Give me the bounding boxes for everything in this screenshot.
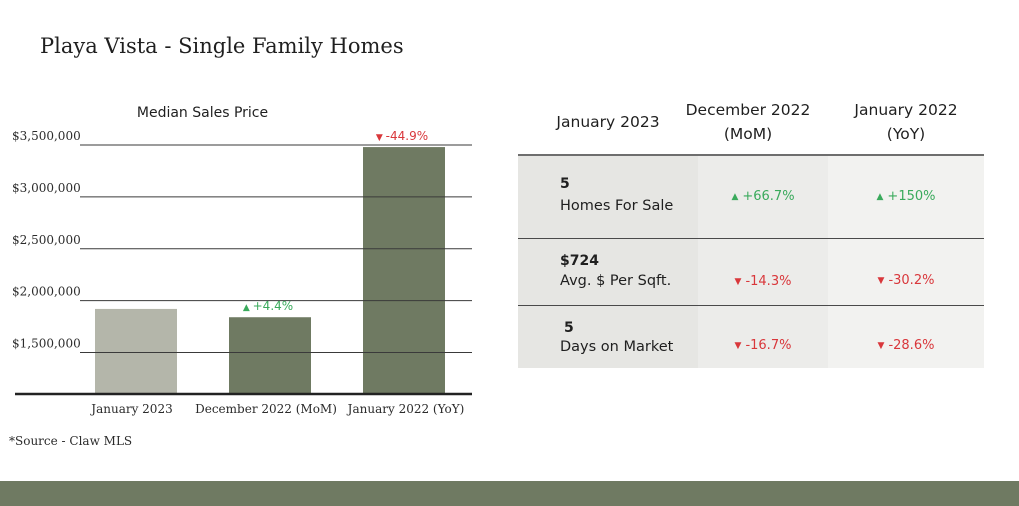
yoy-change-value: -28.6% (888, 338, 935, 353)
mom-change-value: -16.7% (745, 338, 792, 353)
up-arrow-icon: ▲ (731, 192, 739, 202)
down-arrow-icon: ▼ (877, 341, 885, 351)
x-tick-label: January 2022 (YoY) (346, 402, 465, 416)
x-tick-label: December 2022 (MoM) (195, 402, 337, 416)
y-tick-label: $3,500,000 (12, 129, 81, 143)
chart-bar (229, 317, 311, 394)
column-bg-mom (698, 156, 828, 368)
header-mom-line1: December 2022 (685, 101, 811, 119)
y-tick-label: $1,500,000 (12, 337, 81, 351)
metric-value: $724 (560, 253, 599, 269)
header-yoy-line1: January 2022 (854, 101, 958, 119)
metric-value: 5 (560, 176, 570, 192)
mom-change: ▲ +66.7% (698, 189, 828, 204)
footer-band (0, 481, 1019, 506)
bar-change-label: ▼ -44.9% (376, 129, 428, 143)
up-arrow-icon: ▲ (243, 303, 253, 313)
up-arrow-icon: ▲ (876, 192, 884, 202)
source-note: *Source - Claw MLS (9, 434, 133, 448)
yoy-change-value: +150% (887, 189, 936, 204)
header-current: January 2023 (556, 113, 660, 131)
y-tick-label: $2,000,000 (12, 285, 81, 299)
down-arrow-icon: ▼ (877, 276, 885, 286)
y-tick-label: $3,000,000 (12, 181, 81, 195)
chart-canvas: $1,500,000 $2,000,000 $2,500,000 $3,000,000… (12, 129, 472, 416)
metric-label: Days on Market (560, 339, 674, 355)
down-arrow-icon: ▼ (734, 277, 742, 287)
table-row-homes-for-sale: 5 Homes For Sale ▲ +66.7% ▲ +150% (518, 156, 984, 239)
header-mom: December 2022 (MoM) (668, 98, 828, 146)
yoy-change: ▲ +150% (828, 189, 984, 204)
bar-change-value: +4.4% (253, 299, 294, 313)
header-yoy-line2: (YoY) (886, 125, 926, 143)
median-sales-price-chart: Median Sales Price $1,500,000 $2,000,000 $… (0, 95, 510, 430)
down-arrow-icon: ▼ (376, 133, 386, 143)
mom-change: ▼ -16.7% (698, 338, 828, 353)
table-body: 5 Homes For Sale ▲ +66.7% ▲ +150% $724 Avg… (518, 156, 984, 368)
market-stats-table: January 2023 December 2022 (MoM) January… (518, 96, 984, 368)
bar-change-value: -44.9% (386, 129, 428, 143)
y-tick-label: $2,500,000 (12, 233, 81, 247)
page-title: Playa Vista - Single Family Homes (40, 34, 404, 58)
chart-title: Median Sales Price (136, 105, 269, 121)
yoy-change: ▼ -30.2% (828, 273, 984, 288)
metric-label: Homes For Sale (560, 198, 674, 214)
bar-change-label: ▲ +4.4% (243, 299, 293, 313)
metric-value: 5 (564, 320, 574, 336)
header-yoy: January 2022 (YoY) (828, 98, 984, 146)
table-row-days-on-market: 5 Days on Market ▼ -16.7% ▼ -28.6% (518, 306, 984, 368)
mom-change-value: -14.3% (745, 274, 792, 289)
metric-label: Avg. $ Per Sqft. (560, 273, 672, 289)
chart-bar (363, 147, 445, 394)
x-tick-label: January 2023 (89, 402, 172, 416)
yoy-change: ▼ -28.6% (828, 338, 984, 353)
table-header: January 2023 December 2022 (MoM) January… (518, 96, 984, 156)
column-bg-yoy (828, 156, 984, 368)
chart-bar (95, 308, 177, 394)
down-arrow-icon: ▼ (734, 341, 742, 351)
column-bg-current (518, 156, 698, 368)
mom-change-value: +66.7% (742, 189, 795, 204)
yoy-change-value: -30.2% (888, 273, 935, 288)
table-row-avg-price-per-sqft: $724 Avg. $ Per Sqft. ▼ -14.3% ▼ -30.2% (518, 239, 984, 306)
header-mom-line2: (MoM) (723, 125, 773, 143)
mom-change: ▼ -14.3% (698, 274, 828, 289)
